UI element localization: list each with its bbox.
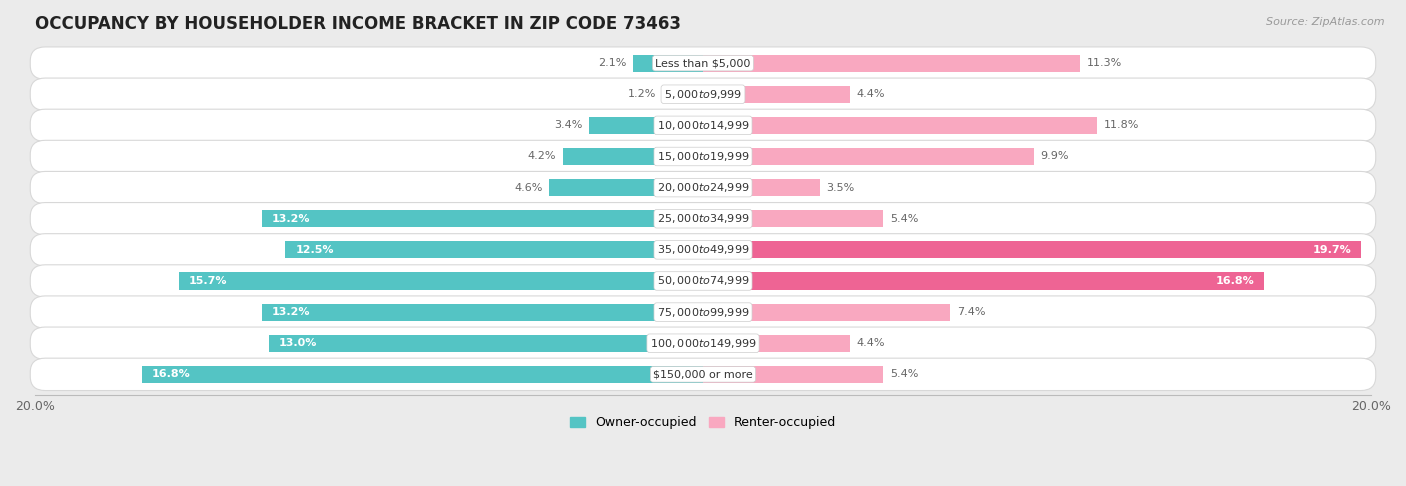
Text: $10,000 to $14,999: $10,000 to $14,999 — [657, 119, 749, 132]
Bar — [142, 366, 703, 383]
Text: $75,000 to $99,999: $75,000 to $99,999 — [657, 306, 749, 319]
Text: 3.5%: 3.5% — [827, 183, 855, 192]
Bar — [703, 304, 950, 321]
Text: 16.8%: 16.8% — [152, 369, 191, 380]
Text: 13.2%: 13.2% — [273, 307, 311, 317]
Bar — [262, 304, 703, 321]
Bar — [662, 86, 703, 103]
Text: $25,000 to $34,999: $25,000 to $34,999 — [657, 212, 749, 225]
Bar — [262, 210, 703, 227]
Bar — [703, 210, 883, 227]
Text: 15.7%: 15.7% — [188, 276, 228, 286]
Bar — [703, 273, 1264, 290]
Bar — [633, 54, 703, 71]
Text: 11.3%: 11.3% — [1087, 58, 1122, 68]
Bar — [703, 179, 820, 196]
Text: $50,000 to $74,999: $50,000 to $74,999 — [657, 275, 749, 288]
Text: 2.1%: 2.1% — [598, 58, 626, 68]
Text: 7.4%: 7.4% — [957, 307, 986, 317]
FancyBboxPatch shape — [31, 172, 1375, 204]
Bar — [179, 273, 703, 290]
Text: 13.0%: 13.0% — [278, 338, 318, 348]
Bar — [269, 335, 703, 352]
Text: 5.4%: 5.4% — [890, 369, 918, 380]
Text: 11.8%: 11.8% — [1104, 121, 1139, 130]
Text: $20,000 to $24,999: $20,000 to $24,999 — [657, 181, 749, 194]
FancyBboxPatch shape — [31, 109, 1375, 141]
Bar — [703, 54, 1080, 71]
Text: 3.4%: 3.4% — [554, 121, 582, 130]
Bar — [703, 335, 851, 352]
FancyBboxPatch shape — [31, 47, 1375, 79]
Text: 4.2%: 4.2% — [527, 152, 555, 161]
Text: Source: ZipAtlas.com: Source: ZipAtlas.com — [1267, 17, 1385, 27]
Text: 5.4%: 5.4% — [890, 214, 918, 224]
FancyBboxPatch shape — [31, 140, 1375, 173]
Bar — [703, 86, 851, 103]
FancyBboxPatch shape — [31, 234, 1375, 266]
FancyBboxPatch shape — [31, 358, 1375, 391]
Bar — [562, 148, 703, 165]
Bar — [703, 366, 883, 383]
Text: $100,000 to $149,999: $100,000 to $149,999 — [650, 337, 756, 350]
Text: 1.2%: 1.2% — [628, 89, 657, 99]
Text: 4.4%: 4.4% — [856, 338, 886, 348]
Bar — [703, 148, 1033, 165]
FancyBboxPatch shape — [31, 78, 1375, 110]
Text: $5,000 to $9,999: $5,000 to $9,999 — [664, 88, 742, 101]
Text: 13.2%: 13.2% — [273, 214, 311, 224]
Text: 16.8%: 16.8% — [1215, 276, 1254, 286]
FancyBboxPatch shape — [31, 327, 1375, 360]
Text: 4.6%: 4.6% — [515, 183, 543, 192]
Text: Less than $5,000: Less than $5,000 — [655, 58, 751, 68]
Text: $35,000 to $49,999: $35,000 to $49,999 — [657, 243, 749, 256]
Legend: Owner-occupied, Renter-occupied: Owner-occupied, Renter-occupied — [565, 411, 841, 434]
Text: $15,000 to $19,999: $15,000 to $19,999 — [657, 150, 749, 163]
Bar — [285, 242, 703, 259]
Bar — [550, 179, 703, 196]
Text: 9.9%: 9.9% — [1040, 152, 1069, 161]
Text: 19.7%: 19.7% — [1312, 245, 1351, 255]
Text: 12.5%: 12.5% — [295, 245, 335, 255]
Bar — [703, 242, 1361, 259]
Text: 4.4%: 4.4% — [856, 89, 886, 99]
FancyBboxPatch shape — [31, 203, 1375, 235]
Text: OCCUPANCY BY HOUSEHOLDER INCOME BRACKET IN ZIP CODE 73463: OCCUPANCY BY HOUSEHOLDER INCOME BRACKET … — [35, 15, 681, 33]
Bar — [589, 117, 703, 134]
FancyBboxPatch shape — [31, 296, 1375, 328]
Bar — [703, 117, 1097, 134]
FancyBboxPatch shape — [31, 265, 1375, 297]
Text: $150,000 or more: $150,000 or more — [654, 369, 752, 380]
